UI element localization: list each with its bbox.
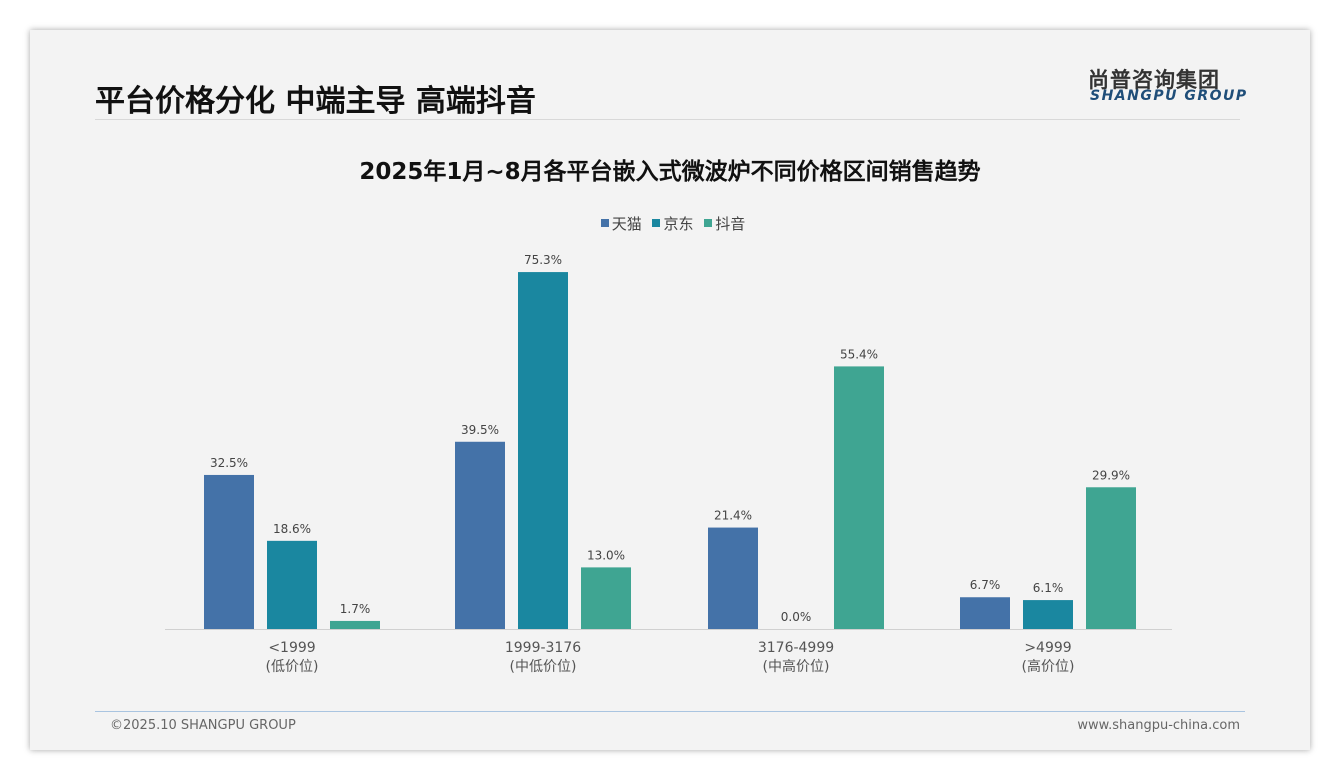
bar [708, 527, 758, 629]
legend-swatch-tmall [600, 219, 609, 227]
x-tick-sublabel: (中低价位) [510, 659, 577, 675]
data-label: 6.7% [970, 578, 1001, 592]
chart-title: 2025年1月~8月各平台嵌入式微波炉不同价格区间销售趋势 [359, 159, 981, 185]
footer-copyright: ©2025.10 SHANGPU GROUP [110, 718, 296, 733]
bar [267, 540, 317, 629]
bar [834, 366, 884, 629]
data-label: 1.7% [340, 602, 371, 616]
x-tick-label: >4999 [1024, 640, 1071, 656]
footer-website: www.shangpu-china.com [1077, 718, 1240, 733]
x-tick-sublabel: (低价位) [266, 659, 319, 675]
logo-cn: 尚普咨询集团 [1088, 68, 1220, 92]
page-title: 平台价格分化 中端主导 高端抖音 [95, 84, 536, 119]
bar [204, 474, 254, 629]
data-label: 29.9% [1092, 468, 1130, 482]
data-label: 32.5% [210, 456, 248, 470]
legend-swatch-jd [652, 219, 661, 227]
bar [518, 272, 568, 629]
header-divider [95, 119, 1240, 120]
data-label: 75.3% [524, 253, 562, 267]
x-tick-label: <1999 [268, 640, 315, 656]
x-tick-sublabel: (中高价位) [763, 658, 830, 675]
legend-swatch-douyin [704, 219, 713, 227]
footer-divider [95, 711, 1245, 712]
x-tick-sublabel: (高价位) [1022, 658, 1075, 675]
data-label: 6.1% [1033, 581, 1064, 595]
chart-legend: 天猫 京东 抖音 [0, 213, 1340, 234]
data-label: 39.5% [461, 423, 499, 437]
data-label: 21.4% [714, 509, 752, 523]
legend-label: 天猫 [611, 215, 642, 233]
data-label: 55.4% [840, 347, 878, 361]
legend-label: 京东 [663, 215, 694, 233]
data-label: 18.6% [273, 522, 311, 536]
bar [1023, 600, 1073, 629]
x-tick-label: 3176-4999 [758, 640, 834, 656]
data-label: 0.0% [781, 610, 812, 624]
legend-label: 抖音 [715, 215, 746, 233]
bar [960, 597, 1010, 629]
data-label: 13.0% [587, 548, 625, 562]
bar [581, 567, 631, 629]
bar [1086, 487, 1136, 629]
bar [330, 620, 380, 629]
x-tick-label: 1999-3176 [505, 640, 581, 656]
bar [455, 441, 505, 629]
logo-en: SHANGPU GROUP [1090, 88, 1248, 104]
